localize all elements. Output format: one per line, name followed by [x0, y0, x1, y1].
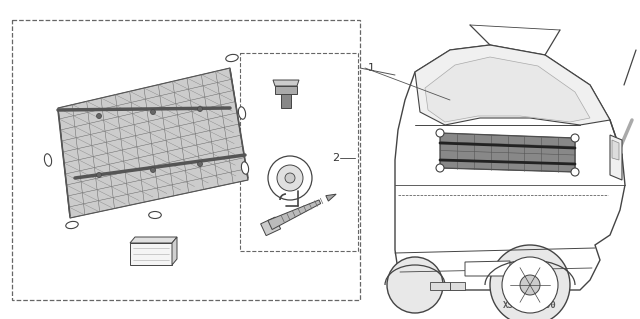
Polygon shape — [440, 133, 575, 172]
Polygon shape — [260, 217, 280, 236]
Ellipse shape — [66, 221, 78, 229]
Polygon shape — [275, 86, 297, 94]
Circle shape — [387, 257, 443, 313]
Text: XSZN2L9600: XSZN2L9600 — [503, 300, 557, 309]
Circle shape — [285, 173, 295, 183]
Circle shape — [520, 275, 540, 295]
Circle shape — [436, 164, 444, 172]
Circle shape — [97, 173, 102, 177]
Polygon shape — [130, 237, 177, 243]
Circle shape — [571, 134, 579, 142]
Polygon shape — [326, 194, 336, 201]
Circle shape — [268, 156, 312, 200]
Bar — [12, 20, 360, 300]
Ellipse shape — [238, 107, 246, 119]
Polygon shape — [268, 200, 321, 230]
Text: 2: 2 — [332, 153, 339, 163]
Circle shape — [436, 129, 444, 137]
Ellipse shape — [148, 211, 161, 219]
Circle shape — [198, 107, 202, 112]
Circle shape — [502, 257, 558, 313]
Polygon shape — [450, 282, 465, 290]
Circle shape — [198, 161, 202, 167]
Ellipse shape — [241, 162, 248, 174]
Circle shape — [97, 114, 102, 118]
Polygon shape — [415, 45, 610, 125]
Circle shape — [571, 168, 579, 176]
Polygon shape — [273, 80, 299, 86]
Polygon shape — [430, 282, 450, 290]
Circle shape — [150, 167, 156, 173]
Polygon shape — [465, 261, 510, 276]
Polygon shape — [172, 237, 177, 265]
Polygon shape — [612, 140, 619, 160]
Circle shape — [150, 109, 156, 115]
Bar — [240, 53, 358, 251]
Polygon shape — [395, 45, 625, 290]
Ellipse shape — [44, 154, 52, 166]
Polygon shape — [130, 243, 172, 265]
Polygon shape — [425, 57, 590, 122]
Polygon shape — [281, 94, 291, 108]
Ellipse shape — [226, 54, 238, 62]
Circle shape — [277, 165, 303, 191]
Polygon shape — [58, 68, 248, 218]
Circle shape — [490, 245, 570, 319]
Text: 1: 1 — [368, 63, 375, 73]
Polygon shape — [610, 135, 622, 180]
